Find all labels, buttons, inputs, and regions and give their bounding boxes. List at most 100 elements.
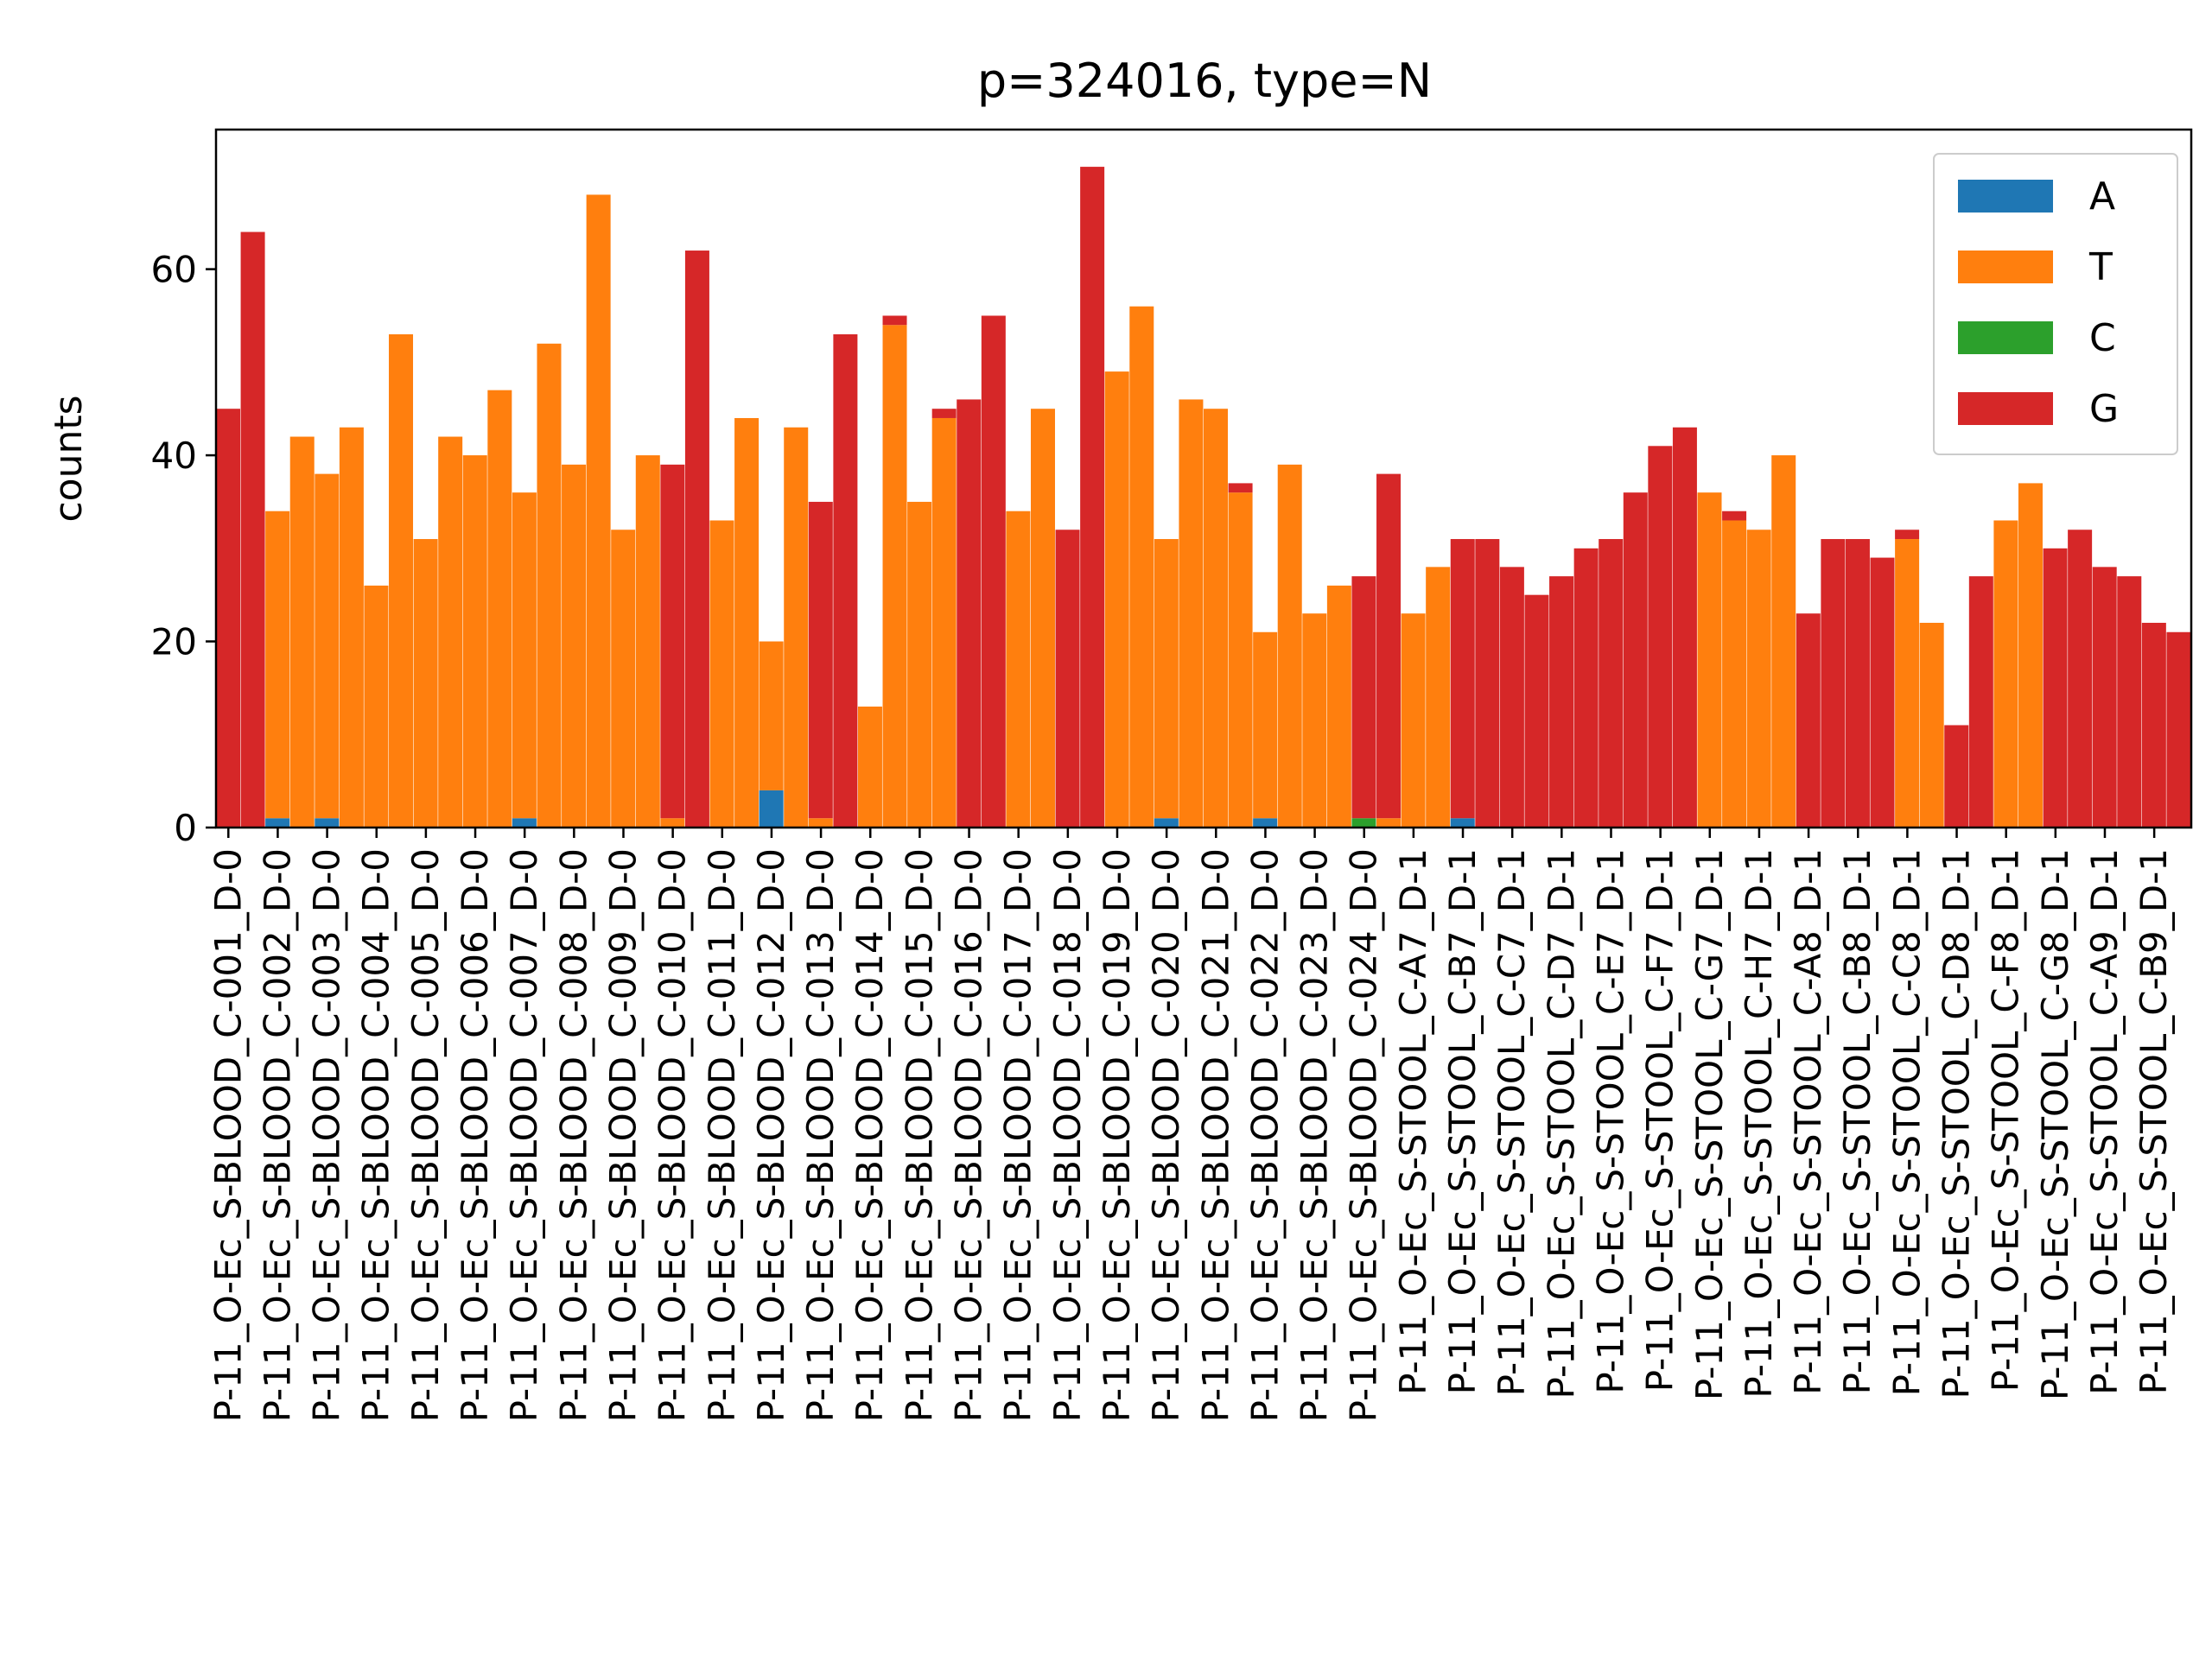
bar-left-G-9 <box>660 464 685 819</box>
bar-right-T-7 <box>586 194 611 828</box>
y-tick-label-60: 60 <box>151 249 197 291</box>
bar-left-T-3 <box>364 585 389 828</box>
bar-left-A-2 <box>315 818 340 828</box>
x-tick-label-21: P-11_O-Ec_S-BLOOD_C-022_D-0 <box>1243 848 1286 1422</box>
bar-left-T-18 <box>1104 371 1129 828</box>
bar-left-G-29 <box>1648 446 1673 828</box>
bar-left-G-37 <box>2043 548 2068 828</box>
x-tick-label-34: P-11_O-Ec_S-STOOL_C-C8_D-1 <box>1885 848 1928 1396</box>
bar-left-A-19 <box>1154 818 1179 828</box>
bar-left-C-23 <box>1351 818 1376 828</box>
bar-right-G-17 <box>1080 167 1105 828</box>
legend-label-C: C <box>2089 316 2116 360</box>
x-tick-label-11: P-11_O-Ec_S-BLOOD_C-012_D-0 <box>750 848 792 1422</box>
bar-right-T-2 <box>339 427 364 828</box>
bar-left-G-32 <box>1796 613 1821 828</box>
bar-right-G-14 <box>931 409 957 418</box>
x-tick-label-38: P-11_O-Ec_S-STOOL_C-A9_D-1 <box>2083 848 2126 1395</box>
bar-right-G-23 <box>1376 473 1402 819</box>
bar-left-T-34 <box>1895 539 1920 828</box>
x-tick-label-33: P-11_O-Ec_S-STOOL_C-B8_D-1 <box>1836 848 1878 1394</box>
bar-right-G-39 <box>2166 631 2191 828</box>
y-tick-label-0: 0 <box>174 807 197 849</box>
x-tick-label-2: P-11_O-Ec_S-BLOOD_C-003_D-0 <box>306 848 348 1422</box>
y-tick-label-40: 40 <box>151 435 197 477</box>
bar-right-T-3 <box>389 334 414 828</box>
bar-left-G-39 <box>2141 622 2166 828</box>
x-tick-label-5: P-11_O-Ec_S-BLOOD_C-006_D-0 <box>454 848 496 1422</box>
bar-right-G-29 <box>1672 427 1697 828</box>
bar-left-G-38 <box>2092 567 2117 828</box>
x-tick-label-37: P-11_O-Ec_S-STOOL_C-G8_D-1 <box>2034 848 2076 1400</box>
x-tick-label-24: P-11_O-Ec_S-STOOL_C-A7_D-1 <box>1392 848 1434 1395</box>
bar-right-T-5 <box>487 390 512 828</box>
bar-right-G-37 <box>2068 530 2093 828</box>
x-tick-label-0: P-11_O-Ec_S-BLOOD_C-001_D-0 <box>207 848 249 1422</box>
bar-left-T-1 <box>265 511 290 819</box>
bar-right-G-15 <box>981 315 1006 828</box>
legend-swatch-T <box>1958 251 2053 283</box>
y-axis: 0 20 40 60 <box>151 249 216 849</box>
bar-left-G-34 <box>1895 530 1920 540</box>
legend-swatch-C <box>1958 321 2053 354</box>
x-tick-label-3: P-11_O-Ec_S-BLOOD_C-004_D-0 <box>355 848 397 1422</box>
x-tick-label-28: P-11_O-Ec_S-STOOL_C-E7_D-1 <box>1589 848 1631 1394</box>
bar-right-G-38 <box>2117 576 2142 828</box>
x-tick-label-17: P-11_O-Ec_S-BLOOD_C-018_D-0 <box>1046 848 1089 1422</box>
bar-left-A-6 <box>512 818 537 828</box>
bar-right-T-1 <box>289 436 315 828</box>
plot-frame <box>214 128 2193 829</box>
bar-right-G-25 <box>1475 539 1500 828</box>
x-tick-label-15: P-11_O-Ec_S-BLOOD_C-016_D-0 <box>948 848 990 1422</box>
bar-right-T-34 <box>1919 622 1944 828</box>
bar-left-T-5 <box>462 455 487 828</box>
x-tick-label-32: P-11_O-Ec_S-STOOL_C-A8_D-1 <box>1787 848 1829 1395</box>
bar-left-G-25 <box>1450 539 1475 819</box>
x-tick-label-14: P-11_O-Ec_S-BLOOD_C-015_D-0 <box>898 848 940 1422</box>
bar-right-T-21 <box>1277 464 1302 828</box>
bar-left-T-20 <box>1204 409 1228 828</box>
bar-right-T-14 <box>931 417 957 828</box>
legend-box <box>1933 153 2178 455</box>
chart-title: p=324016, type=N <box>977 54 1432 108</box>
bar-left-T-19 <box>1154 539 1179 819</box>
x-tick-label-10: P-11_O-Ec_S-BLOOD_C-011_D-0 <box>701 848 743 1422</box>
bar-left-T-22 <box>1302 613 1327 828</box>
x-tick-label-16: P-11_O-Ec_S-BLOOD_C-017_D-0 <box>997 848 1039 1422</box>
legend-swatch-G <box>1958 392 2053 425</box>
x-tick-label-6: P-11_O-Ec_S-BLOOD_C-007_D-0 <box>503 848 545 1422</box>
bar-right-G-26 <box>1524 594 1549 828</box>
bar-left-G-27 <box>1549 576 1574 828</box>
bar-right-G-9 <box>684 251 709 828</box>
bar-left-T-11 <box>759 641 784 790</box>
x-tick-label-13: P-11_O-Ec_S-BLOOD_C-014_D-0 <box>849 848 891 1422</box>
bar-left-T-14 <box>907 501 932 828</box>
bar-left-T-10 <box>709 520 734 828</box>
bar-right-T-20 <box>1228 492 1253 828</box>
bar-right-G-28 <box>1623 492 1648 828</box>
bar-left-A-11 <box>759 790 784 828</box>
x-tick-label-30: P-11_O-Ec_S-STOOL_C-G7_D-1 <box>1688 848 1731 1400</box>
bar-right-G-20 <box>1228 483 1253 493</box>
x-tick-label-31: P-11_O-Ec_S-STOOL_C-H7_D-1 <box>1738 848 1780 1399</box>
x-tick-label-26: P-11_O-Ec_S-STOOL_C-C7_D-1 <box>1491 848 1533 1396</box>
x-tick-label-29: P-11_O-Ec_S-STOOL_C-F7_D-1 <box>1639 848 1681 1392</box>
legend-label-A: A <box>2089 174 2115 219</box>
x-tick-label-1: P-11_O-Ec_S-BLOOD_C-002_D-0 <box>256 848 298 1422</box>
bar-left-T-12 <box>808 818 833 828</box>
x-tick-label-4: P-11_O-Ec_S-BLOOD_C-005_D-0 <box>404 848 447 1422</box>
x-tick-label-18: P-11_O-Ec_S-BLOOD_C-019_D-0 <box>1096 848 1138 1422</box>
bar-left-G-17 <box>1055 530 1080 828</box>
bar-left-G-35 <box>1944 725 1969 828</box>
bar-right-T-13 <box>882 325 907 828</box>
x-tick-label-35: P-11_O-Ec_S-STOOL_C-D8_D-1 <box>1936 848 1978 1399</box>
x-tick-label-23: P-11_O-Ec_S-BLOOD_C-024_D-0 <box>1343 848 1385 1422</box>
bar-left-T-24 <box>1401 613 1426 828</box>
bar-left-G-15 <box>957 399 982 828</box>
bar-right-T-30 <box>1722 520 1747 828</box>
bar-right-G-13 <box>882 315 907 326</box>
bar-left-T-36 <box>1993 520 2018 828</box>
legend-label-T: T <box>2088 245 2113 289</box>
bar-right-T-6 <box>537 343 562 828</box>
